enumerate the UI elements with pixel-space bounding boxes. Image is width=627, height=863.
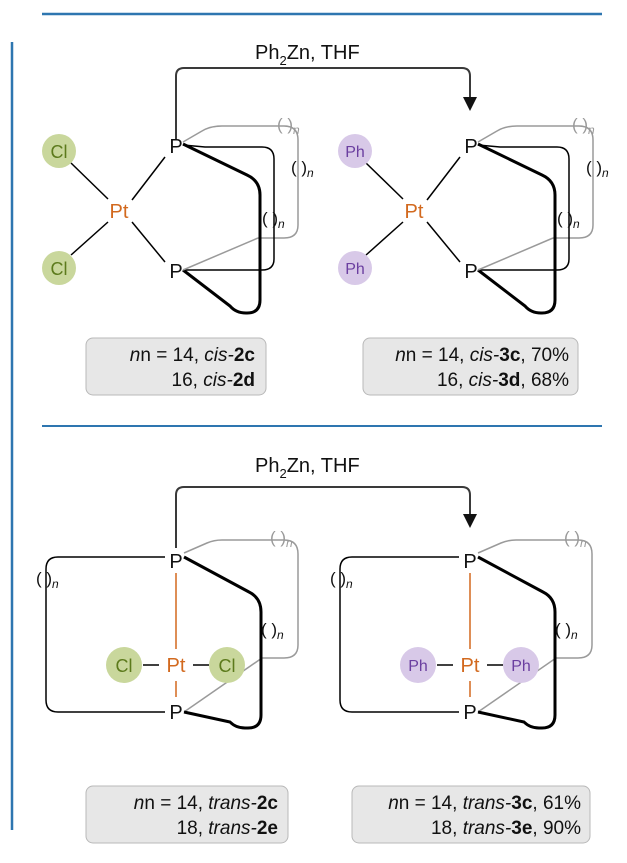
- loop-label: ( )n: [262, 209, 285, 231]
- trans-starting-complex: Cl Cl Pt P P ( )n ( )n ( )n: [36, 528, 299, 730]
- chloride-ligand: [42, 251, 76, 285]
- loop-label: ( )n: [36, 569, 59, 591]
- chloride-ligand: [209, 647, 245, 683]
- cis-product-complex: Ph Ph Pt P P ( )n ( )n ( )n: [338, 115, 609, 315]
- svg-text:nn = 14, cis-3c, 70%: nn = 14, cis-3c, 70%: [395, 345, 569, 366]
- platinum-label: Pt: [405, 201, 424, 223]
- svg-text:nn = 14, trans-2c: nn = 14, trans-2c: [134, 793, 279, 814]
- svg-text:16, cis-3d, 68%: 16, cis-3d, 68%: [437, 370, 569, 391]
- loop-label: ( )n: [270, 528, 293, 550]
- loop-label: ( )n: [572, 115, 595, 137]
- chloride-label: Cl: [219, 656, 236, 676]
- chloride-label: Cl: [51, 259, 68, 279]
- cis-arrowhead: [463, 97, 477, 111]
- loop-label: ( )n: [586, 158, 609, 180]
- phenyl-label: Ph: [345, 144, 365, 161]
- loop-label: ( )n: [291, 158, 314, 180]
- loop-label: ( )n: [277, 115, 300, 137]
- trans-arrowhead: [463, 514, 477, 528]
- chloride-ligand: [42, 134, 76, 168]
- trans-reaction-arrow: [175, 486, 471, 548]
- svg-text:Ph2Zn, THF: Ph2Zn, THF: [255, 42, 360, 68]
- cis-product-label-box: nn = 14, cis-3c, 70% 16, cis-3d, 68%: [362, 337, 579, 396]
- svg-text:18, trans-3e, 90%: 18, trans-3e, 90%: [431, 818, 581, 839]
- loop-label: ( )n: [557, 209, 580, 231]
- platinum-label: Pt: [167, 655, 186, 677]
- svg-text:nn = 14, cis-2c: nn = 14, cis-2c: [130, 345, 256, 366]
- loop-label: ( )n: [330, 569, 353, 591]
- phosphorus-label: P: [464, 136, 477, 158]
- phenyl-label: Ph: [408, 658, 428, 675]
- phosphorus-label: P: [464, 261, 477, 283]
- phosphorus-label: P: [169, 551, 182, 573]
- phenyl-ligand: [503, 647, 539, 683]
- phosphorus-label: P: [169, 702, 182, 724]
- loop-label: ( )n: [564, 528, 587, 550]
- cis-starting-complex: Cl Cl Pt P P ( )n ( )n ( )n: [42, 115, 314, 315]
- phenyl-ligand: [338, 251, 372, 285]
- trans-product-label-box: nn = 14, trans-3c, 61% 18, trans-3e, 90%: [351, 785, 591, 844]
- chloride-label: Cl: [51, 142, 68, 162]
- cis-starting-label-box: nn = 14, cis-2c 16, cis-2d: [85, 337, 267, 396]
- phosphorus-label: P: [169, 261, 182, 283]
- phosphorus-label: P: [169, 136, 182, 158]
- cis-reaction-arrow: [175, 67, 471, 140]
- phosphorus-label: P: [463, 702, 476, 724]
- svg-text:nn = 14, trans-3c, 61%: nn = 14, trans-3c, 61%: [388, 793, 581, 814]
- chloride-label: Cl: [116, 656, 133, 676]
- phenyl-ligand: [338, 134, 372, 168]
- loop-label: ( )n: [261, 620, 284, 642]
- svg-text:16, cis-2d: 16, cis-2d: [172, 370, 255, 391]
- loop-label: ( )n: [555, 620, 578, 642]
- platinum-label: Pt: [461, 655, 480, 677]
- trans-starting-label-box: nn = 14, trans-2c 18, trans-2e: [85, 785, 289, 844]
- phosphorus-label: P: [463, 551, 476, 573]
- trans-product-complex: Ph Ph Pt P P ( )n ( )n ( )n: [330, 528, 593, 730]
- phenyl-label: Ph: [511, 658, 531, 675]
- cis-reagent: Ph2Zn, THF: [255, 42, 360, 68]
- chloride-ligand: [106, 647, 142, 683]
- phenyl-ligand: [400, 647, 436, 683]
- platinum-label: Pt: [110, 201, 129, 223]
- svg-text:18, trans-2e: 18, trans-2e: [177, 818, 278, 839]
- trans-reagent: Ph2Zn, THF: [255, 455, 360, 481]
- phenyl-label: Ph: [345, 261, 365, 278]
- svg-text:Ph2Zn, THF: Ph2Zn, THF: [255, 455, 360, 481]
